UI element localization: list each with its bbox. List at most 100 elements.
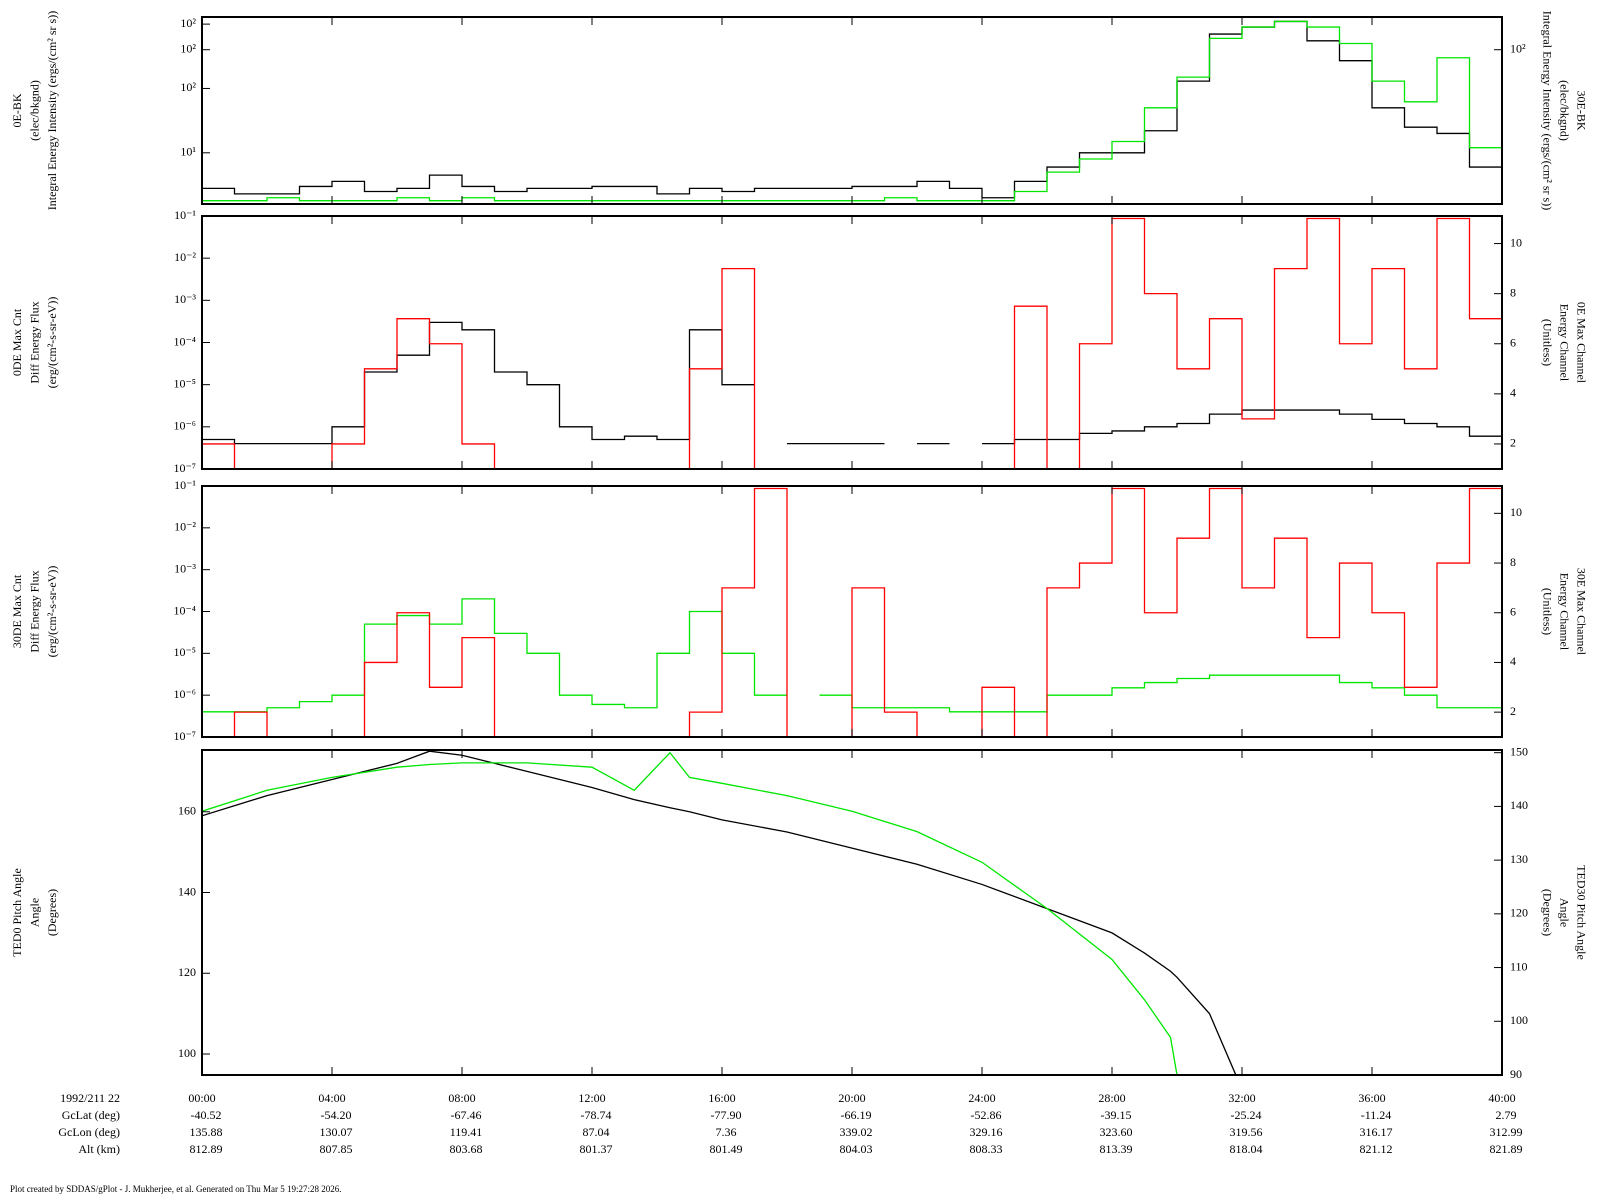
ephemeris-value: 818.04 xyxy=(1230,1142,1263,1156)
x-tick-label: 08:00 xyxy=(448,1091,475,1105)
y-tick-label: 100 xyxy=(178,1046,196,1060)
y-axis-label: (Degrees) xyxy=(45,889,59,936)
y-axis-label: 0E-BK xyxy=(10,93,24,127)
y-axis-label: 0DE Max Cnt xyxy=(10,308,24,376)
x-tick-label: 00:00 xyxy=(188,1091,215,1105)
ephemeris-value: 312.99 xyxy=(1490,1125,1523,1139)
x-tick-label: 16:00 xyxy=(708,1091,735,1105)
y-axis-label: TED0 Pitch Angle xyxy=(10,868,24,957)
y2-axis-label: TED30 Pitch Angle xyxy=(1574,865,1588,960)
y2-tick-label: 120 xyxy=(1510,906,1528,920)
ephemeris-value: 323.60 xyxy=(1100,1125,1133,1139)
y2-axis-label: (elec/bkgnd) xyxy=(1557,80,1571,141)
ephemeris-label: Alt (km) xyxy=(78,1142,120,1156)
ephemeris-value: -40.52 xyxy=(191,1108,222,1122)
y2-tick-label: 10 xyxy=(1510,235,1522,249)
ephemeris-value: 316.17 xyxy=(1360,1125,1393,1139)
x-tick-label: 28:00 xyxy=(1098,1091,1125,1105)
y-tick-label: 10⁻⁷ xyxy=(173,461,196,475)
y2-axis-label: 30E Max Channel xyxy=(1574,568,1588,656)
x-tick-label: 24:00 xyxy=(968,1091,995,1105)
y2-axis-label: Energy Channel xyxy=(1557,573,1571,651)
y-tick-label: 10⁻² xyxy=(174,520,196,534)
y2-tick-label: 4 xyxy=(1510,386,1516,400)
data-line xyxy=(202,487,1502,737)
ephemeris-value: 808.33 xyxy=(970,1142,1003,1156)
y-tick-label: 10⁻⁴ xyxy=(173,603,196,617)
x-axis-label: 1992/211 22 xyxy=(60,1091,120,1105)
y-tick-label: 10⁻³ xyxy=(174,292,196,306)
ephemeris-value: 821.89 xyxy=(1490,1142,1523,1156)
y2-axis-label: 30E-BK xyxy=(1574,91,1588,131)
y2-axis-label: Angle xyxy=(1557,898,1571,927)
ephemeris-value: 807.85 xyxy=(320,1142,353,1156)
ephemeris-value: -77.90 xyxy=(711,1108,742,1122)
ephemeris-value: -66.19 xyxy=(841,1108,872,1122)
y2-axis-label: (Degrees) xyxy=(1540,889,1554,936)
x-tick-label: 12:00 xyxy=(578,1091,605,1105)
y2-tick-label: 2 xyxy=(1510,436,1516,450)
ephemeris-value: 801.49 xyxy=(710,1142,743,1156)
y2-tick-label: 150 xyxy=(1510,744,1528,758)
ephemeris-value: 130.07 xyxy=(320,1125,353,1139)
y2-tick-label: 6 xyxy=(1510,336,1516,350)
x-tick-label: 04:00 xyxy=(318,1091,345,1105)
y-tick-label: 10⁻⁶ xyxy=(173,419,196,433)
ephemeris-value: -39.15 xyxy=(1101,1108,1132,1122)
data-line xyxy=(202,217,1502,469)
y2-tick-label: 2 xyxy=(1510,704,1516,718)
y2-tick-label: 4 xyxy=(1510,654,1516,668)
data-line xyxy=(202,321,1502,445)
ephemeris-value: -67.46 xyxy=(451,1108,482,1122)
x-tick-label: 40:00 xyxy=(1488,1091,1515,1105)
data-line xyxy=(202,20,1502,202)
ephemeris-value: 7.36 xyxy=(716,1125,737,1139)
y-tick-label: 10⁻¹ xyxy=(174,208,196,222)
x-tick-label: 20:00 xyxy=(838,1091,865,1105)
y2-axis-label: (Unitless) xyxy=(1540,588,1554,635)
y2-tick-label: 10² xyxy=(1510,41,1526,55)
data-line xyxy=(202,750,1237,1075)
ephemeris-value: 135.88 xyxy=(190,1125,223,1139)
ephemeris-value: -11.24 xyxy=(1361,1108,1392,1122)
ephemeris-value: 813.39 xyxy=(1100,1142,1133,1156)
y-axis-label: (erg/(cm²-s-sr-eV)) xyxy=(45,297,59,389)
y-tick-label: 10⁻⁷ xyxy=(173,729,196,743)
ephemeris-value: -78.74 xyxy=(581,1108,612,1122)
ephemeris-label: GcLon (deg) xyxy=(58,1125,120,1139)
ephemeris-value: 319.56 xyxy=(1230,1125,1263,1139)
ephemeris-value: -52.86 xyxy=(971,1108,1002,1122)
y-axis-label: 30DE Max Cnt xyxy=(10,574,24,648)
ephemeris-label: GcLat (deg) xyxy=(62,1108,120,1122)
y-tick-label: 10⁻⁵ xyxy=(173,376,196,390)
x-tick-label: 32:00 xyxy=(1228,1091,1255,1105)
y-tick-label: 10⁻¹ xyxy=(174,478,196,492)
y-tick-label: 140 xyxy=(178,884,196,898)
y2-tick-label: 130 xyxy=(1510,852,1528,866)
y-tick-label: 10⁻⁶ xyxy=(173,687,196,701)
ephemeris-value: 821.12 xyxy=(1360,1142,1393,1156)
panel-frame xyxy=(201,749,1503,1076)
y-axis-label: (elec/bkgnd) xyxy=(27,80,41,141)
y2-axis-label: (Unitless) xyxy=(1540,319,1554,366)
y2-tick-label: 100 xyxy=(1510,1013,1528,1027)
y-axis-label: Diff Energy Flux xyxy=(27,301,41,383)
y-axis-label: Diff Energy Flux xyxy=(27,570,41,652)
y-tick-label: 10⁻² xyxy=(174,250,196,264)
ephemeris-value: 87.04 xyxy=(583,1125,610,1139)
y-tick-label: 160 xyxy=(178,804,196,818)
ephemeris-value: 804.03 xyxy=(840,1142,873,1156)
ephemeris-value: 812.89 xyxy=(190,1142,223,1156)
y2-tick-label: 8 xyxy=(1510,285,1516,299)
footer-note: Plot created by SDDAS/gPlot - J. Mukherj… xyxy=(10,1184,342,1194)
y-axis-label: Integral Energy Intensity (ergs/(cm² sr … xyxy=(45,11,59,210)
y-tick-label: 120 xyxy=(178,965,196,979)
ephemeris-value: -25.24 xyxy=(1231,1108,1262,1122)
y-tick-label: 10⁻³ xyxy=(174,561,196,575)
x-tick-label: 36:00 xyxy=(1358,1091,1385,1105)
y-tick-label: 10¹ xyxy=(180,145,196,159)
ephemeris-value: 329.16 xyxy=(970,1125,1003,1139)
y-axis-label: Angle xyxy=(27,898,41,927)
data-line xyxy=(202,20,1502,199)
